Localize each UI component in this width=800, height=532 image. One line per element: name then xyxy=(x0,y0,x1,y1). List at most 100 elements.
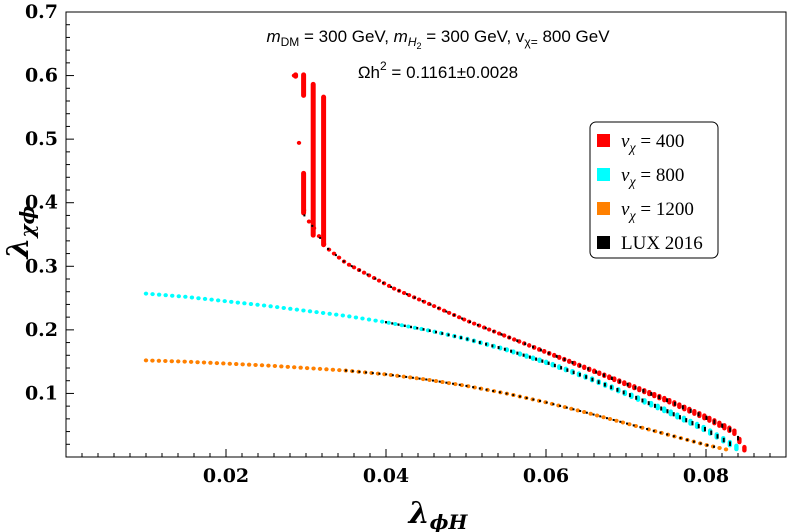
data-point xyxy=(524,353,529,359)
data-point xyxy=(234,362,239,367)
lux-mark xyxy=(524,342,527,346)
lux-mark xyxy=(445,381,448,384)
x-axis-label-subscript: ϕH xyxy=(430,510,469,532)
data-point xyxy=(229,299,234,304)
lux-mark xyxy=(403,324,406,328)
lux-mark xyxy=(666,409,669,414)
y-tick-label: 0.7 xyxy=(25,1,58,23)
lux-mark xyxy=(358,269,361,272)
data-point xyxy=(202,296,208,301)
vertical-segment xyxy=(301,170,307,216)
lux-mark xyxy=(639,426,642,429)
lux-mark xyxy=(385,321,387,324)
data-point xyxy=(227,361,232,366)
data-point xyxy=(272,364,278,369)
lux-mark xyxy=(397,323,400,326)
data-point xyxy=(734,443,739,452)
lux-mark xyxy=(713,419,716,424)
y-tick-label: 0.3 xyxy=(25,255,58,277)
vertical-segment xyxy=(301,72,307,98)
lux-mark xyxy=(491,344,494,348)
data-point xyxy=(717,420,722,428)
lux-mark xyxy=(516,339,519,342)
x-tick-labels: 0.02 0.04 0.06 0.08 xyxy=(203,465,729,487)
data-point xyxy=(594,413,600,418)
lux-mark xyxy=(619,420,622,423)
lux-mark xyxy=(390,286,393,289)
data-point xyxy=(582,364,587,370)
data-point xyxy=(567,358,572,364)
lux-mark xyxy=(647,401,650,406)
data-series xyxy=(143,72,747,453)
lux-mark xyxy=(673,401,676,406)
lux-mark xyxy=(461,317,464,320)
lux-mark xyxy=(646,427,649,431)
data-point xyxy=(351,265,357,270)
data-point xyxy=(391,286,397,291)
lux-mark xyxy=(391,322,394,325)
data-point xyxy=(156,358,162,363)
lux-mark xyxy=(713,445,715,448)
data-point xyxy=(324,367,329,372)
data-point xyxy=(259,363,265,368)
y-tick-labels: 0.1 0.2 0.3 0.4 0.5 0.6 0.7 xyxy=(25,1,58,404)
lux-mark xyxy=(334,254,337,257)
lux-mark xyxy=(587,367,590,371)
title-line-1: mDM = 300 GeV, mH2 = 300 GeV, vχ= 800 Ge… xyxy=(266,27,610,51)
lux-mark xyxy=(453,334,456,338)
lux-mark xyxy=(350,265,353,268)
data-point xyxy=(279,364,284,369)
data-point xyxy=(582,410,587,415)
data-point xyxy=(268,304,273,309)
lux-mark xyxy=(602,373,605,377)
lux-mark xyxy=(411,376,414,379)
data-point xyxy=(347,314,352,319)
data-point xyxy=(627,422,632,427)
data-point xyxy=(189,295,195,300)
data-point xyxy=(393,321,398,326)
data-point xyxy=(330,367,336,372)
lux-mark xyxy=(378,372,381,375)
data-point xyxy=(285,364,290,369)
relic-omega-h: Ωh xyxy=(358,63,380,82)
lux-mark xyxy=(653,403,656,408)
y-tick-label: 0.2 xyxy=(25,319,58,341)
title-mdm-value: = 300 GeV, xyxy=(299,27,393,46)
lux-mark xyxy=(585,411,588,414)
data-point xyxy=(642,398,647,405)
lux-mark xyxy=(484,326,487,330)
lux-mark xyxy=(512,394,515,397)
relic-superscript: 2 xyxy=(380,59,387,73)
data-point xyxy=(406,293,412,298)
lux-mark xyxy=(618,379,621,384)
lux-overlay-on-vchi-800 xyxy=(385,321,731,446)
data-point xyxy=(395,373,400,378)
lux-mark xyxy=(476,323,479,327)
lux-mark xyxy=(555,354,558,358)
lux-mark xyxy=(565,406,568,409)
data-point xyxy=(246,362,252,367)
data-point xyxy=(496,331,502,336)
lux-mark xyxy=(431,379,434,382)
lux-mark xyxy=(472,386,475,389)
x-tick-label: 0.02 xyxy=(203,465,249,487)
data-point xyxy=(209,297,214,302)
lux-mark xyxy=(729,427,732,432)
data-point xyxy=(214,361,220,366)
data-point xyxy=(292,365,297,370)
data-point xyxy=(612,376,617,383)
lux-mark xyxy=(737,435,739,441)
lux-mark xyxy=(635,395,638,400)
lux-mark xyxy=(413,296,416,299)
data-point xyxy=(248,302,254,307)
lux-mark xyxy=(410,325,413,329)
data-point xyxy=(336,255,342,260)
data-point xyxy=(208,360,213,365)
x-tick-label: 0.06 xyxy=(523,465,569,487)
data-point xyxy=(169,359,174,364)
lux-mark xyxy=(453,314,456,317)
lux-mark xyxy=(516,351,519,355)
lux-mark xyxy=(650,392,653,396)
vertical-segment xyxy=(293,72,299,79)
data-point xyxy=(662,395,667,403)
